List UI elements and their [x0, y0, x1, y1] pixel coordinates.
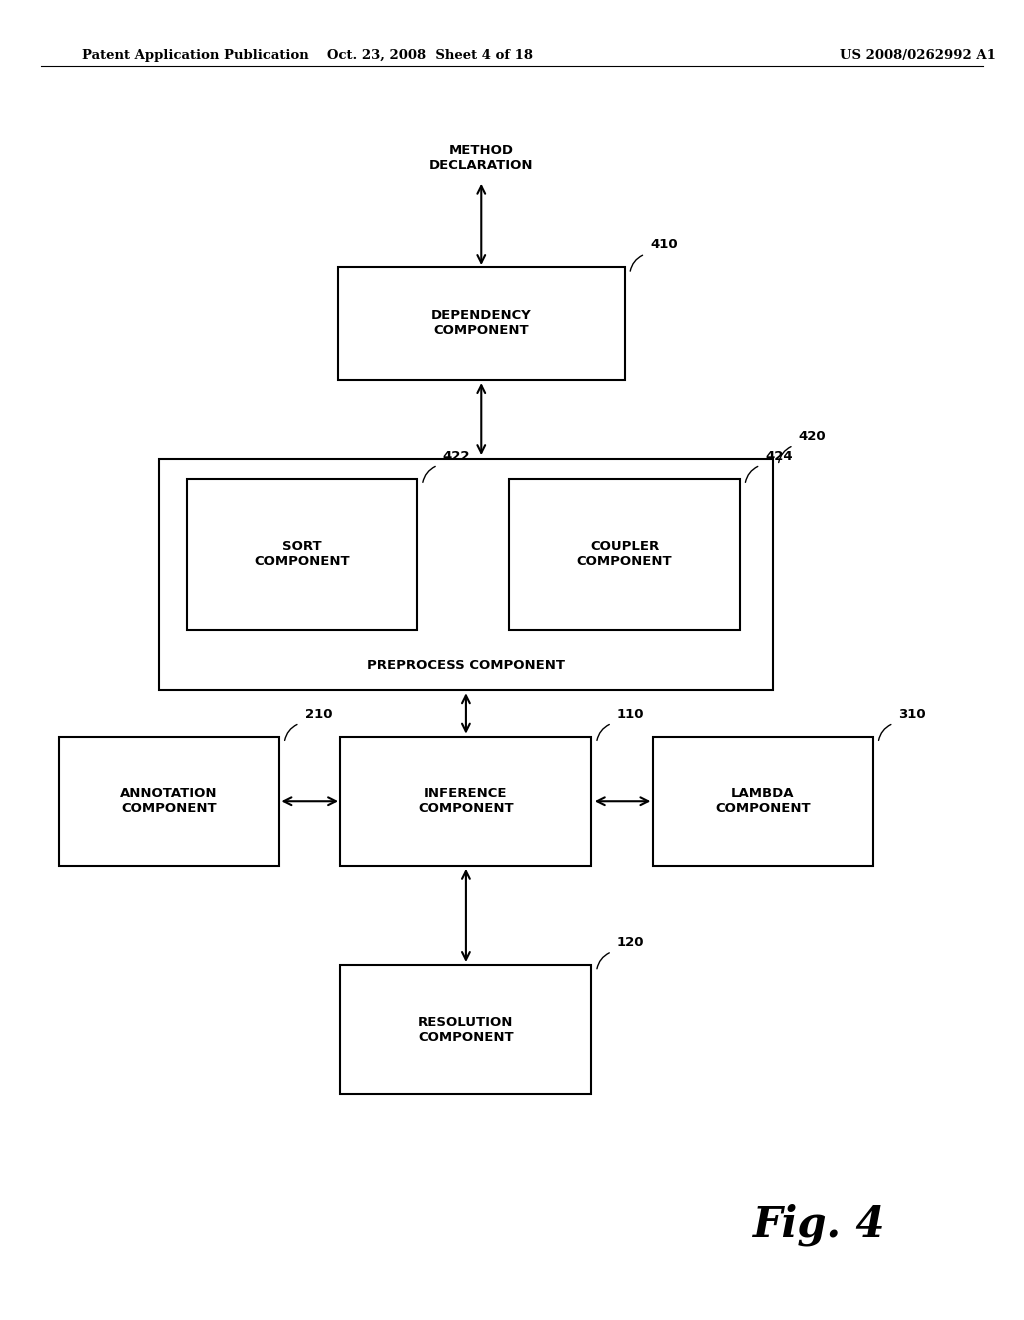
- Text: US 2008/0262992 A1: US 2008/0262992 A1: [840, 49, 995, 62]
- Text: METHOD
DECLARATION: METHOD DECLARATION: [429, 144, 534, 173]
- Text: 420: 420: [799, 430, 826, 444]
- Text: 120: 120: [616, 936, 644, 949]
- Bar: [159, 459, 773, 689]
- Text: Patent Application Publication: Patent Application Publication: [82, 49, 308, 62]
- Bar: [340, 965, 592, 1094]
- Text: Fig. 4: Fig. 4: [753, 1204, 886, 1246]
- Bar: [653, 737, 872, 866]
- Text: ANNOTATION
COMPONENT: ANNOTATION COMPONENT: [120, 787, 218, 816]
- Bar: [186, 479, 418, 631]
- Text: LAMBDA
COMPONENT: LAMBDA COMPONENT: [715, 787, 811, 816]
- Text: 310: 310: [899, 708, 926, 721]
- Bar: [338, 267, 625, 380]
- Text: RESOLUTION
COMPONENT: RESOLUTION COMPONENT: [418, 1015, 514, 1044]
- Text: DEPENDENCY
COMPONENT: DEPENDENCY COMPONENT: [431, 309, 531, 338]
- Text: 210: 210: [305, 708, 332, 721]
- Bar: [510, 479, 739, 631]
- Text: Oct. 23, 2008  Sheet 4 of 18: Oct. 23, 2008 Sheet 4 of 18: [327, 49, 534, 62]
- Bar: [340, 737, 592, 866]
- Text: INFERENCE
COMPONENT: INFERENCE COMPONENT: [418, 787, 514, 816]
- Text: SORT
COMPONENT: SORT COMPONENT: [254, 540, 350, 569]
- Text: 410: 410: [650, 239, 678, 251]
- Bar: [59, 737, 279, 866]
- Text: 424: 424: [766, 450, 793, 463]
- Text: 422: 422: [442, 450, 470, 463]
- Text: 110: 110: [616, 708, 644, 721]
- Text: PREPROCESS COMPONENT: PREPROCESS COMPONENT: [367, 660, 565, 672]
- Text: COUPLER
COMPONENT: COUPLER COMPONENT: [577, 540, 673, 569]
